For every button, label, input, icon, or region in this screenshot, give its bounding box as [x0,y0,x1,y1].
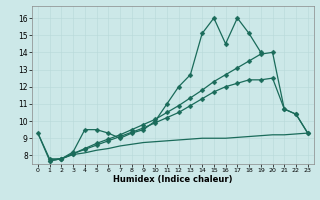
X-axis label: Humidex (Indice chaleur): Humidex (Indice chaleur) [113,175,233,184]
